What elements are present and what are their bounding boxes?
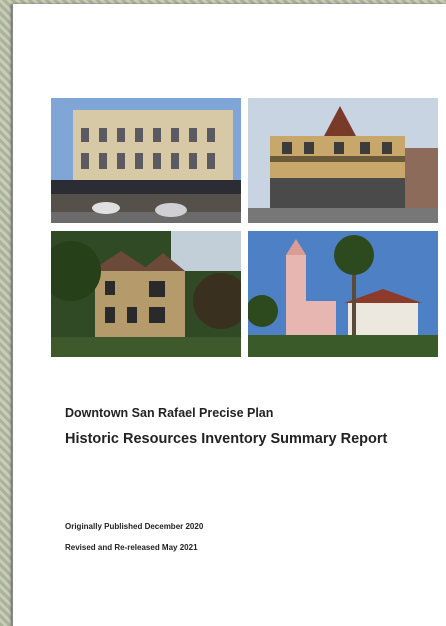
photo-building-1 <box>51 98 241 223</box>
subtitle: Historic Resources Inventory Summary Rep… <box>65 431 388 447</box>
photo-building-2 <box>248 98 438 223</box>
photo-house <box>51 231 241 357</box>
published-date: Originally Published December 2020 <box>65 522 204 531</box>
photo-church <box>248 231 438 357</box>
title: Downtown San Rafael Precise Plan <box>65 406 274 420</box>
revised-date: Revised and Re-released May 2021 <box>65 543 198 552</box>
